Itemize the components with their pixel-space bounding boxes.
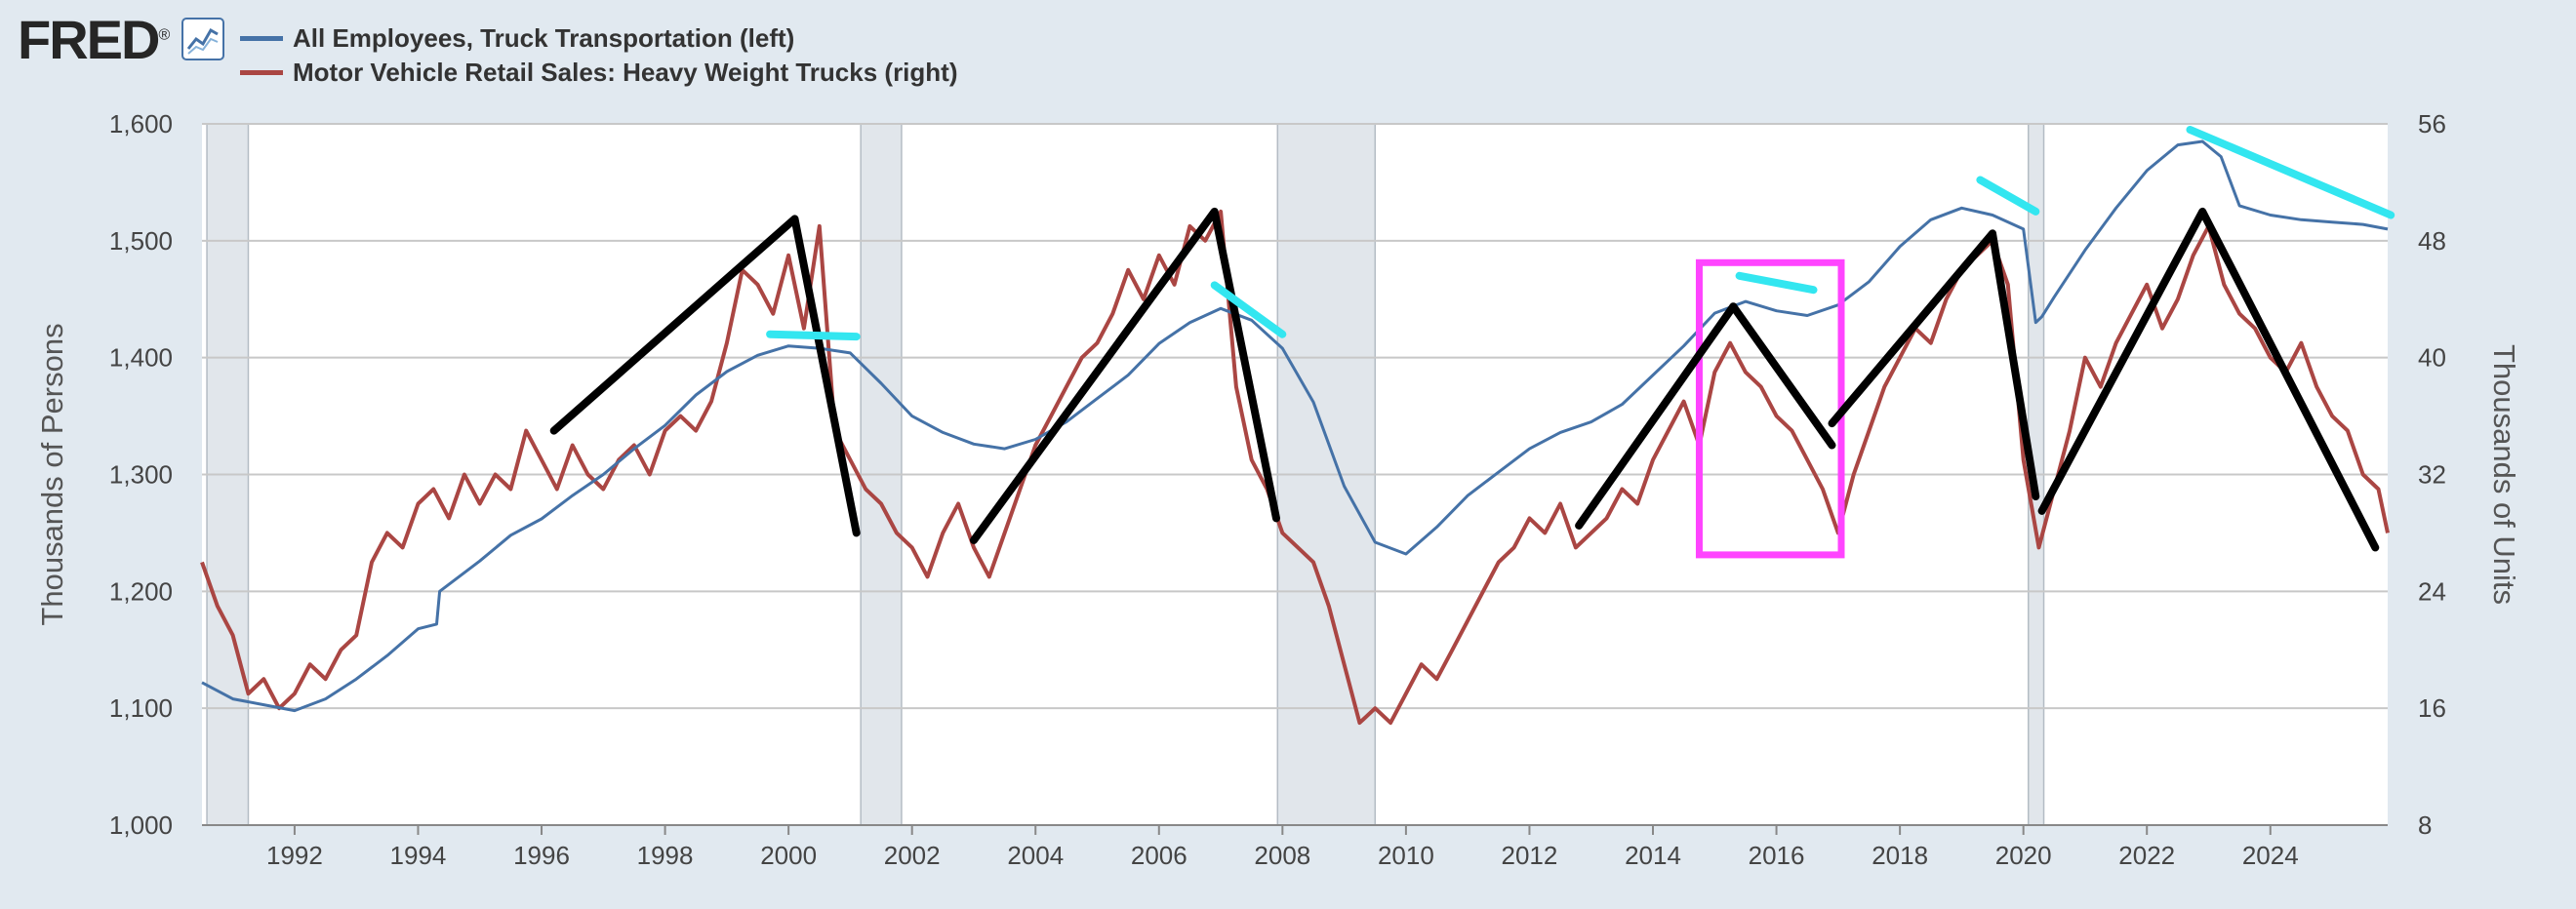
y-left-tick-label: 1,100: [109, 693, 173, 723]
line-chart-icon[interactable]: [181, 18, 224, 60]
y-right-tick-label: 40: [2418, 343, 2446, 373]
x-tick-label: 2020: [1995, 841, 2052, 870]
x-tick-label: 2018: [1872, 841, 1928, 870]
y-left-tick-label: 1,000: [109, 810, 173, 840]
y-right-tick-label: 56: [2418, 109, 2446, 138]
annotation-black-trend-4: [2037, 207, 2380, 552]
annotation-cyan-trend-2: [1735, 271, 1818, 295]
annotation-cyan-trend-4: [2186, 126, 2395, 219]
x-tick-label: 2008: [1254, 841, 1310, 870]
annotation-black-trend-2: [1575, 302, 1836, 530]
x-tick-label: 2016: [1749, 841, 1805, 870]
annotation-cyan-trend-0: [766, 330, 861, 341]
x-tick-label: 2012: [1502, 841, 1558, 870]
legend-item-left-series[interactable]: All Employees, Truck Transportation (lef…: [240, 21, 794, 55]
x-tick-label: 1994: [390, 841, 447, 870]
y-right-tick-label: 48: [2418, 226, 2446, 256]
y-right-axis-title: Thousands of Units: [2487, 344, 2521, 605]
y-left-tick-label: 1,200: [109, 576, 173, 606]
legend-label-right: Motor Vehicle Retail Sales: Heavy Weight…: [293, 57, 958, 87]
x-tick-label: 2006: [1131, 841, 1187, 870]
y-right-tick-label: 8: [2418, 810, 2432, 840]
y-left-tick-label: 1,500: [109, 226, 173, 256]
x-tick-label: 2024: [2242, 841, 2299, 870]
x-tick-label: 2000: [760, 841, 817, 870]
annotation-black-trend-0: [549, 215, 861, 537]
fred-logo[interactable]: FRED®: [18, 8, 170, 71]
x-tick-label: 1992: [266, 841, 323, 870]
series-line-heavy-trucks: [200, 209, 2390, 726]
legend-label-left: All Employees, Truck Transportation (lef…: [293, 22, 795, 53]
registered-mark: ®: [158, 26, 170, 44]
chart-header: FRED® All Employees, Truck Transportatio…: [0, 0, 2576, 98]
y-left-tick-label: 1,300: [109, 460, 173, 490]
y-left-tick-label: 1,600: [109, 109, 173, 138]
x-tick-label: 2010: [1378, 841, 1434, 870]
annotation-cyan-trend-3: [1976, 176, 2040, 216]
x-tick-label: 2002: [884, 841, 941, 870]
annotation-cyan-trend-1: [1210, 281, 1287, 338]
x-tick-label: 1996: [513, 841, 570, 870]
y-left-axis-title: Thousands of Persons: [35, 323, 69, 625]
fred-logo-text: FRED: [18, 9, 160, 70]
annotation-black-trend-1: [970, 207, 1280, 544]
y-left-tick-label: 1,400: [109, 343, 173, 373]
annotation-black-trend-3: [1828, 229, 2040, 500]
x-tick-label: 2014: [1625, 841, 1681, 870]
x-tick-label: 2004: [1007, 841, 1064, 870]
y-right-tick-label: 24: [2418, 576, 2446, 606]
y-right-tick-label: 16: [2418, 693, 2446, 723]
legend-swatch-red: [240, 69, 283, 75]
legend-swatch-blue: [240, 35, 283, 41]
y-right-tick-label: 32: [2418, 460, 2446, 490]
legend-item-right-series[interactable]: Motor Vehicle Retail Sales: Heavy Weight…: [240, 56, 957, 89]
x-tick-label: 2022: [2118, 841, 2175, 870]
x-tick-label: 1998: [637, 841, 694, 870]
series-line-truck-employees: [201, 139, 2389, 713]
